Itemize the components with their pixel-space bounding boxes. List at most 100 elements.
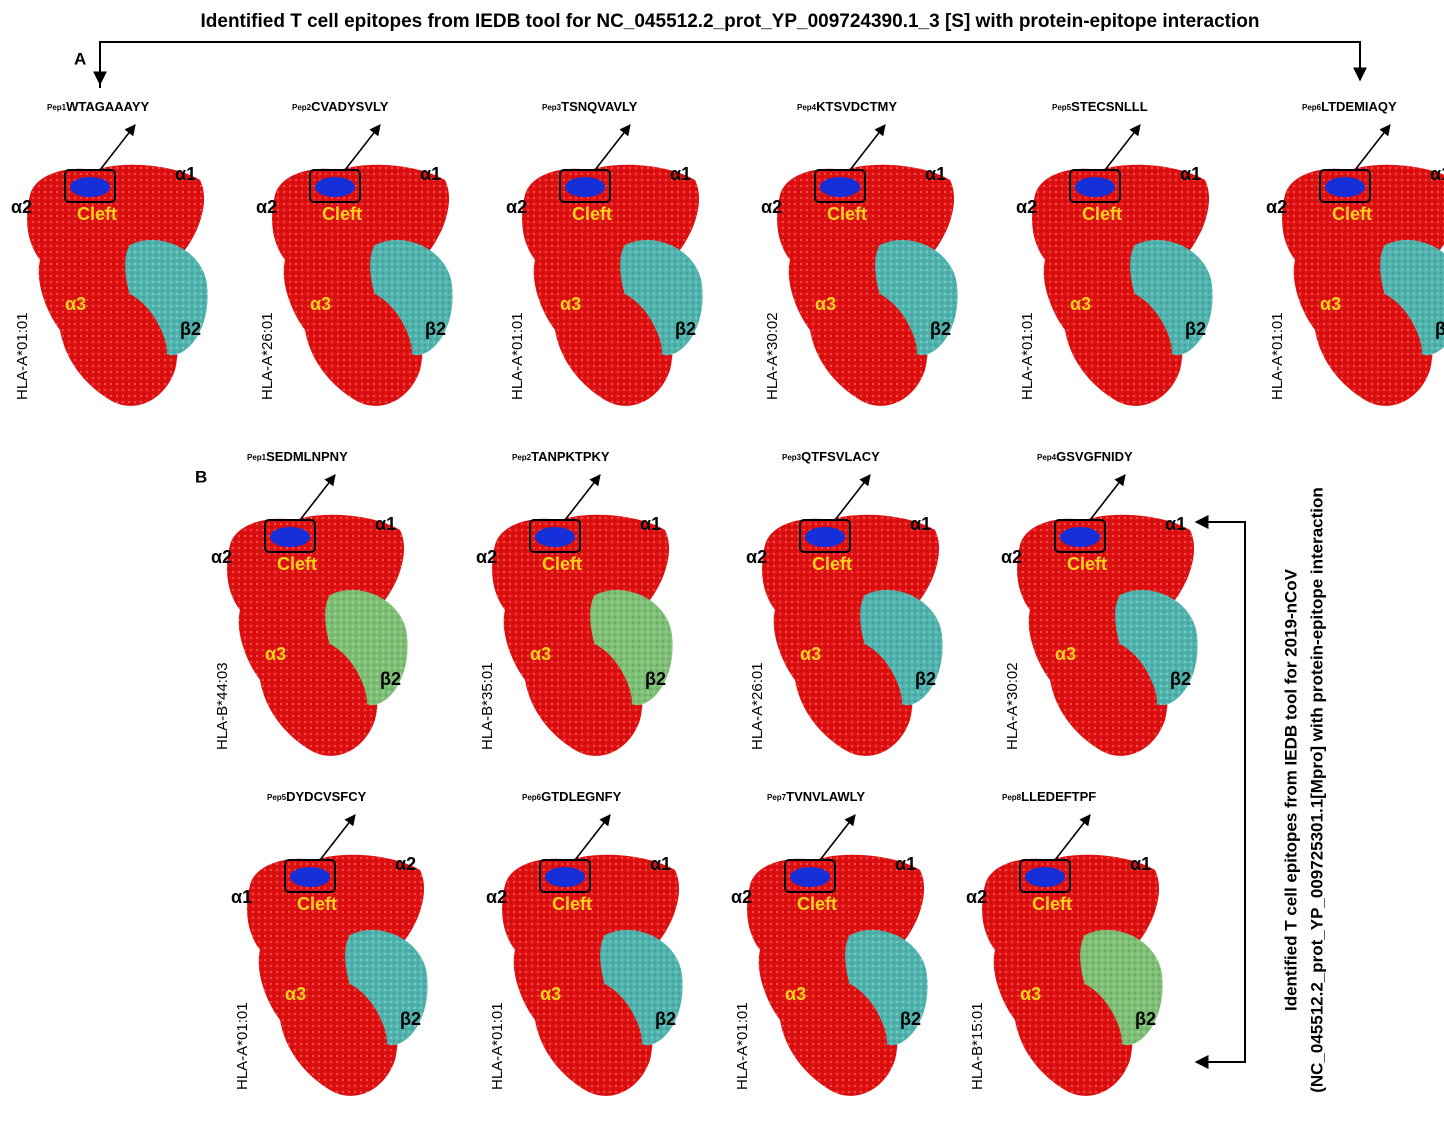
structure: Pep4KTSVDCTMY HLA-A*30:02 α2 α1 Cleft α3 β2 (761, 99, 958, 406)
beta2-texture (1380, 240, 1444, 356)
structures: Pep1WTAGAAAYYHLA-A*01:01α2α1Cleftα3β2Pep… (11, 99, 1444, 1096)
structure: Pep6LTDEMIAQY HLA-A*01:01 α2 α1 Cleft α3 β2 (1266, 99, 1444, 406)
structure: Pep2TANPKTPKY HLA-B*35:01 α2 α1 Cleft α3 β2 (476, 449, 673, 756)
peptide-id: Pep5 (1052, 103, 1072, 112)
region-label: β2 (380, 669, 401, 689)
region-label: β2 (1135, 1009, 1156, 1029)
panel-label: B (195, 467, 207, 486)
region-label: α3 (1020, 984, 1041, 1004)
lower-texture (1075, 287, 1172, 397)
region-label: β2 (1185, 319, 1206, 339)
region-label: α2 (486, 887, 507, 907)
epitope-arrow (564, 474, 601, 521)
allele-label: HLA-A*01:01 (1019, 312, 1036, 400)
epitope (70, 177, 110, 197)
lower-texture (535, 637, 632, 747)
region-label: α3 (1320, 294, 1341, 314)
structure: Pep5STECSNLLL HLA-A*01:01 α2 α1 Cleft α3 β2 (1016, 99, 1213, 406)
panel-b-title: Identified T cell epitopes from IEDB too… (1281, 568, 1300, 1011)
region-label: Cleft (827, 204, 867, 224)
region-label: β2 (915, 669, 936, 689)
allele-label: HLA-A*30:02 (1004, 662, 1021, 750)
peptide-label: Pep2TANPKTPKY (512, 449, 610, 464)
peptide-label: Pep2CVADYSVLY (292, 99, 389, 114)
region-label: α1 (231, 887, 252, 907)
peptide-label: Pep7TVNVLAWLY (767, 789, 865, 804)
region-label: Cleft (797, 894, 837, 914)
region-label: α2 (11, 197, 32, 217)
region-label: α1 (910, 514, 931, 534)
region-label: α3 (785, 984, 806, 1004)
region-label: β2 (930, 319, 951, 339)
region-label: α3 (310, 294, 331, 314)
region-label: β2 (400, 1009, 421, 1029)
region-label: Cleft (277, 554, 317, 574)
peptide-id: Pep6 (1302, 103, 1322, 112)
bracket (1200, 521, 1246, 1063)
epitope-box (799, 519, 851, 553)
peptide-label: Pep8LLEDEFTPF (1002, 789, 1096, 804)
region-label: α3 (815, 294, 836, 314)
allele-label: HLA-A*26:01 (749, 662, 766, 750)
peptide-sequence: TANPKTPKY (531, 449, 610, 464)
region-label: Cleft (542, 554, 582, 574)
peptide-label: Pep5STECSNLLL (1052, 99, 1148, 114)
epitope-arrow (99, 124, 136, 171)
peptide-id: Pep3 (542, 103, 562, 112)
region-label: α3 (285, 984, 306, 1004)
region-label: α2 (395, 854, 416, 874)
lower-texture (270, 637, 367, 747)
region-label: α2 (256, 197, 277, 217)
allele-label: HLA-A*01:01 (734, 1002, 751, 1090)
panel-label: A (74, 49, 86, 68)
peptide-label: Pep6LTDEMIAQY (1302, 99, 1397, 114)
peptide-id: Pep4 (797, 103, 817, 112)
allele-label: HLA-B*15:01 (969, 1002, 986, 1090)
peptide-label: Pep4GSVGFNIDY (1037, 449, 1133, 464)
region-label: α3 (560, 294, 581, 314)
region-label: α2 (1016, 197, 1037, 217)
region-label: α1 (670, 164, 691, 184)
region-label: α3 (65, 294, 86, 314)
epitope-box (309, 169, 361, 203)
epitope-box (559, 169, 611, 203)
region-label: α1 (375, 514, 396, 534)
region-label: α3 (800, 644, 821, 664)
epitope (1025, 867, 1065, 887)
epitope-box (1319, 169, 1371, 203)
peptide-sequence: LTDEMIAQY (1321, 99, 1397, 114)
epitope (1325, 177, 1365, 197)
peptide-sequence: GSVGFNIDY (1056, 449, 1133, 464)
region-label: α2 (1266, 197, 1287, 217)
epitope (1060, 527, 1100, 547)
peptide-id: Pep2 (292, 103, 312, 112)
region-label: α2 (506, 197, 527, 217)
epitope-box (784, 859, 836, 893)
peptide-id: Pep6 (522, 793, 542, 802)
peptide-sequence: QTFSVLACY (801, 449, 880, 464)
epitope-arrow (834, 474, 871, 521)
allele-label: HLA-A*01:01 (1269, 312, 1286, 400)
peptide-id: Pep4 (1037, 453, 1057, 462)
peptide-label: Pep1WTAGAAAYY (47, 99, 150, 114)
region-label: α2 (746, 547, 767, 567)
epitope (565, 177, 605, 197)
region-label: α2 (731, 887, 752, 907)
region-label: Cleft (572, 204, 612, 224)
epitope-box (1069, 169, 1121, 203)
allele-label: HLA-B*44:03 (214, 662, 231, 750)
structure: Pep4GSVGFNIDY HLA-A*30:02 α2 α1 Cleft α3 β2 (1001, 449, 1198, 756)
allele-label: HLA-A*30:02 (764, 312, 781, 400)
region-label: α1 (420, 164, 441, 184)
region-label: Cleft (322, 204, 362, 224)
epitope-arrow (1054, 814, 1091, 861)
peptide-sequence: DYDCVSFCY (286, 789, 367, 804)
structure: Pep3TSNQVAVLY HLA-A*01:01 α2 α1 Cleft α3 β2 (506, 99, 703, 406)
structure: Pep1WTAGAAAYY HLA-A*01:01 α2 α1 Cleft α3 β2 (11, 99, 208, 406)
epitope-box (64, 169, 116, 203)
region-label: α3 (1055, 644, 1076, 664)
lower-texture (565, 287, 662, 397)
region-label: α3 (530, 644, 551, 664)
epitope-arrow (594, 124, 631, 171)
region-label: β2 (655, 1009, 676, 1029)
